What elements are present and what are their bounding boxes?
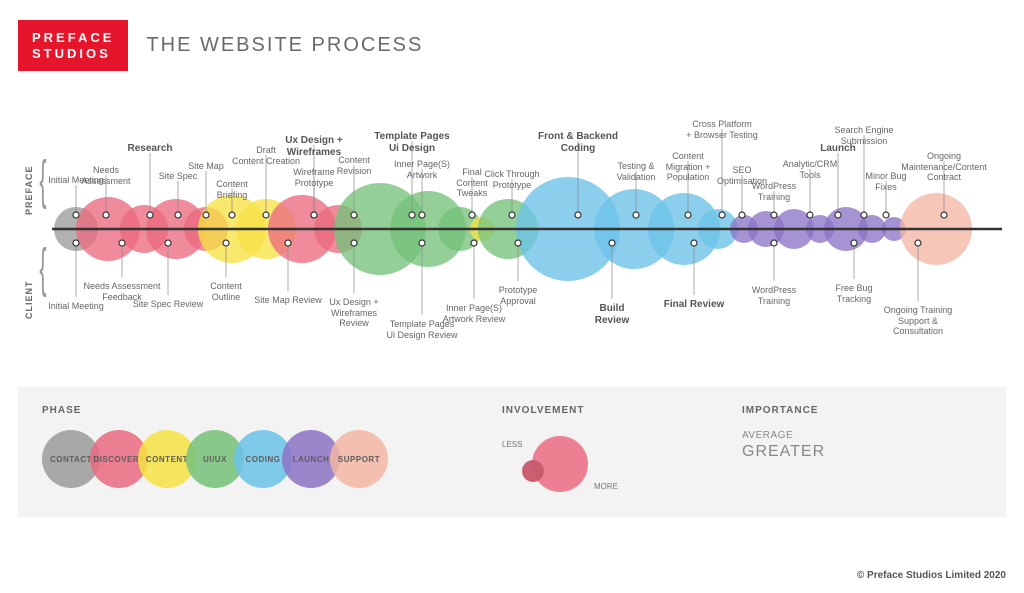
brace-top: { [39,149,46,211]
copyright: © Preface Studios Limited 2020 [857,570,1006,581]
legend-involvement: INVOLVEMENT LESS MORE [502,405,662,510]
process-timeline: { { PREFACE CLIENT Initial MeetingNeeds … [18,89,1006,369]
importance-average: AVERAGE [742,430,825,441]
legend-importance: IMPORTANCE AVERAGE GREATER [742,405,825,461]
involvement-less-label: LESS [502,440,522,449]
page-title: THE WEBSITE PROCESS [146,34,423,57]
phase-circles: CONTACTDISCOVERYCONTENTUI/UXCODINGLAUNCH… [42,430,422,494]
involvement-more-label: MORE [594,482,618,491]
brand-line1: PREFACE [32,30,114,46]
brace-bottom: { [39,237,46,299]
phase-circle-support: SUPPORT [330,430,388,488]
header: PREFACE STUDIOS THE WEBSITE PROCESS [0,0,1024,81]
legend-phase-title: PHASE [42,405,422,416]
axis-label-preface: PREFACE [24,166,34,216]
axis-label-client: CLIENT [24,281,34,320]
legend-panel: PHASE CONTACTDISCOVERYCONTENTUI/UXCODING… [18,387,1006,517]
importance-greater: GREATER [742,443,825,461]
legend-importance-title: IMPORTANCE [742,405,825,416]
legend-phase: PHASE CONTACTDISCOVERYCONTENTUI/UXCODING… [42,405,422,494]
timeline-svg [18,89,1006,369]
legend-involvement-title: INVOLVEMENT [502,405,662,416]
brand-line2: STUDIOS [32,46,114,62]
brand-logo: PREFACE STUDIOS [18,20,128,71]
